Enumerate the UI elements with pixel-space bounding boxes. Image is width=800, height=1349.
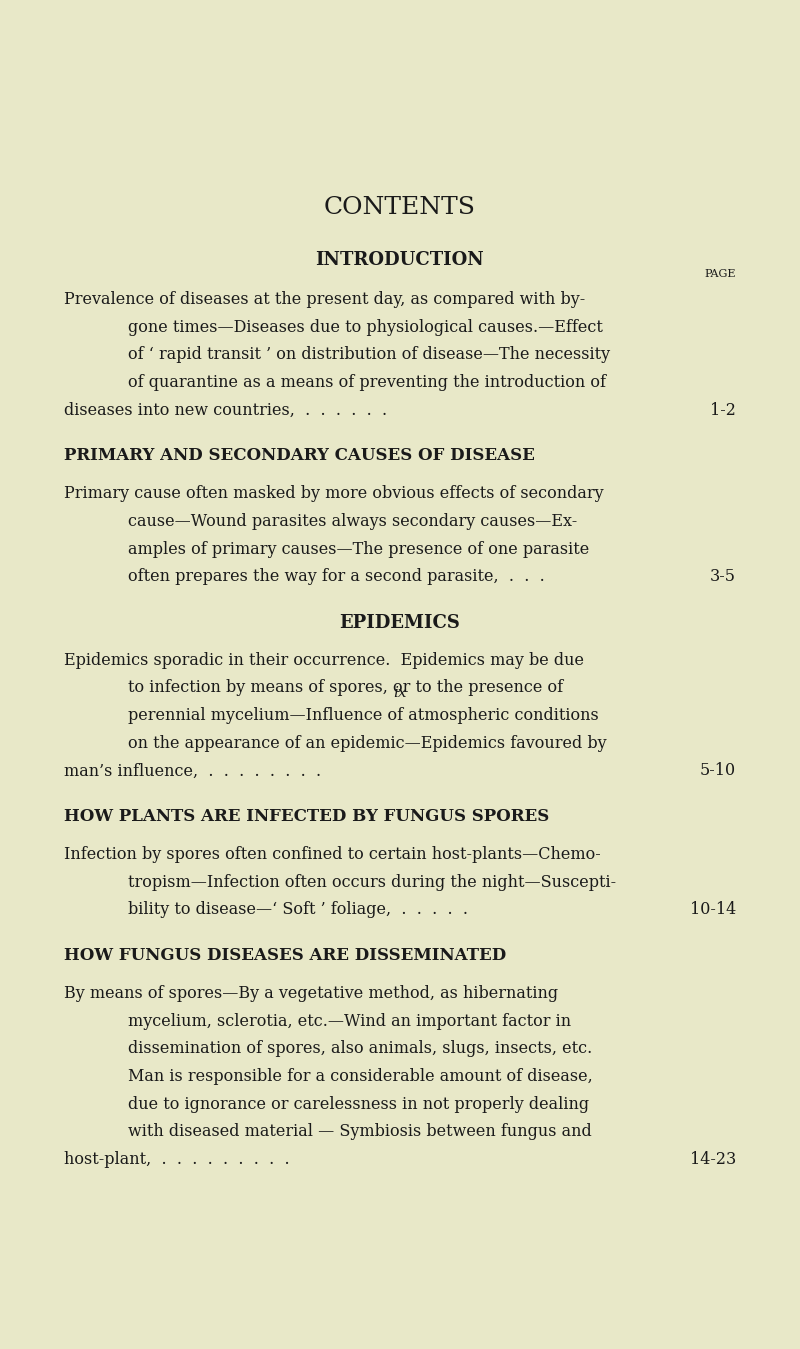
Text: INTRODUCTION: INTRODUCTION xyxy=(316,251,484,268)
Text: EPIDEMICS: EPIDEMICS xyxy=(339,614,461,631)
Text: Epidemics sporadic in their occurrence.  Epidemics may be due: Epidemics sporadic in their occurrence. … xyxy=(64,652,584,669)
Text: host-plant,  .  .  .  .  .  .  .  .  .: host-plant, . . . . . . . . . xyxy=(64,1151,290,1168)
Text: Man is responsible for a considerable amount of disease,: Man is responsible for a considerable am… xyxy=(128,1068,593,1085)
Text: cause—Wound parasites always secondary causes—Ex-: cause—Wound parasites always secondary c… xyxy=(128,513,578,530)
Text: diseases into new countries,  .  .  .  .  .  .: diseases into new countries, . . . . . . xyxy=(64,402,387,418)
Text: dissemination of spores, also animals, slugs, insects, etc.: dissemination of spores, also animals, s… xyxy=(128,1040,592,1058)
Text: with diseased material — Symbiosis between fungus and: with diseased material — Symbiosis betwe… xyxy=(128,1124,592,1140)
Text: bility to disease—‘ Soft ’ foliage,  .  .  .  .  .: bility to disease—‘ Soft ’ foliage, . . … xyxy=(128,901,468,919)
Text: PAGE: PAGE xyxy=(705,270,736,279)
Text: HOW PLANTS ARE INFECTED BY FUNGUS SPORES: HOW PLANTS ARE INFECTED BY FUNGUS SPORES xyxy=(64,808,550,826)
Text: HOW FUNGUS DISEASES ARE DISSEMINATED: HOW FUNGUS DISEASES ARE DISSEMINATED xyxy=(64,947,506,965)
Text: perennial mycelium—Influence of atmospheric conditions: perennial mycelium—Influence of atmosphe… xyxy=(128,707,598,724)
Text: Infection by spores often confined to certain host-plants—Chemo-: Infection by spores often confined to ce… xyxy=(64,846,601,863)
Text: man’s influence,  .  .  .  .  .  .  .  .: man’s influence, . . . . . . . . xyxy=(64,762,321,780)
Text: often prepares the way for a second parasite,  .  .  .: often prepares the way for a second para… xyxy=(128,568,545,585)
Text: 1-2: 1-2 xyxy=(710,402,736,418)
Text: By means of spores—By a vegetative method, as hibernating: By means of spores—By a vegetative metho… xyxy=(64,985,558,1002)
Text: Primary cause often masked by more obvious effects of secondary: Primary cause often masked by more obvio… xyxy=(64,486,604,502)
Text: Prevalence of diseases at the present day, as compared with by-: Prevalence of diseases at the present da… xyxy=(64,291,586,308)
Text: on the appearance of an epidemic—Epidemics favoured by: on the appearance of an epidemic—Epidemi… xyxy=(128,735,606,751)
Text: to infection by means of spores, or to the presence of: to infection by means of spores, or to t… xyxy=(128,680,563,696)
Text: of quarantine as a means of preventing the introduction of: of quarantine as a means of preventing t… xyxy=(128,374,606,391)
Text: ix: ix xyxy=(394,685,406,700)
Text: tropism—Infection often occurs during the night—Suscepti-: tropism—Infection often occurs during th… xyxy=(128,874,616,890)
Text: 14-23: 14-23 xyxy=(690,1151,736,1168)
Text: CONTENTS: CONTENTS xyxy=(324,197,476,220)
Text: 10-14: 10-14 xyxy=(690,901,736,919)
Text: of ‘ rapid transit ’ on distribution of disease—The necessity: of ‘ rapid transit ’ on distribution of … xyxy=(128,347,610,363)
Text: gone times—Diseases due to physiological causes.—Effect: gone times—Diseases due to physiological… xyxy=(128,318,603,336)
Text: due to ignorance or carelessness in not properly dealing: due to ignorance or carelessness in not … xyxy=(128,1095,589,1113)
Text: PRIMARY AND SECONDARY CAUSES OF DISEASE: PRIMARY AND SECONDARY CAUSES OF DISEASE xyxy=(64,448,535,464)
Text: 5-10: 5-10 xyxy=(700,762,736,780)
Text: 3-5: 3-5 xyxy=(710,568,736,585)
Text: amples of primary causes—The presence of one parasite: amples of primary causes—The presence of… xyxy=(128,541,590,557)
Text: mycelium, sclerotia, etc.—Wind an important factor in: mycelium, sclerotia, etc.—Wind an import… xyxy=(128,1013,571,1029)
